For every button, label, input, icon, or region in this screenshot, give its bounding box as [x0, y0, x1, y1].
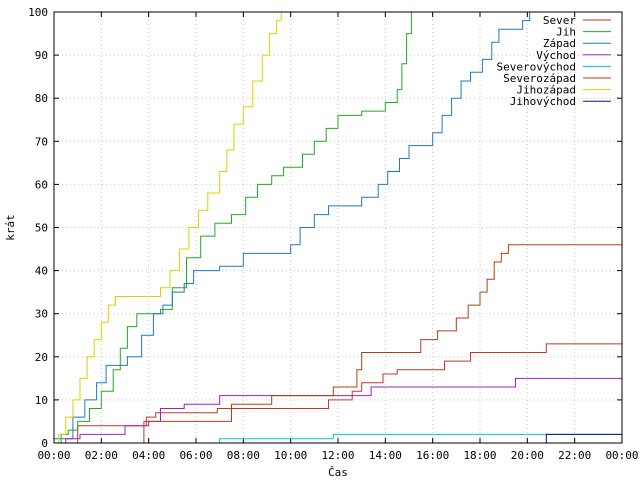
plot-frame	[53, 11, 623, 444]
series-line-Jihozápad	[58, 12, 282, 443]
legend-label: Severozápad	[503, 72, 576, 85]
y-tick-label: 10	[35, 394, 48, 407]
x-tick-label: 16:00	[416, 449, 449, 462]
y-axis-ticks: 0 10 20 30 40 50 60 70 80 90 100	[28, 6, 622, 450]
series-line-Západ	[54, 12, 531, 443]
series-line-Sever	[77, 343, 622, 443]
x-tick-label: 12:00	[321, 449, 354, 462]
x-axis-title: Čas	[328, 466, 348, 479]
series-line-Východ	[65, 377, 622, 443]
y-tick-label: 20	[35, 351, 48, 364]
legend-label: Severovýchod	[497, 60, 576, 73]
x-tick-label: 06:00	[179, 449, 212, 462]
x-tick-label: 04:00	[132, 449, 165, 462]
y-tick-label: 40	[35, 265, 48, 278]
legend-label: Jihovýchod	[510, 95, 576, 108]
y-axis-title: krát	[4, 214, 17, 241]
legend: SeverJihZápadVýchodSeverovýchodSeverozáp…	[497, 14, 611, 108]
x-tick-label: 10:00	[274, 449, 307, 462]
legend-label: Sever	[543, 14, 576, 27]
y-tick-label: 60	[35, 178, 48, 191]
y-tick-label: 90	[35, 49, 48, 62]
legend-label: Jih	[556, 26, 576, 39]
legend-label: Západ	[543, 37, 576, 50]
legend-label: Jihozápad	[516, 84, 576, 97]
y-tick-label: 0	[41, 437, 48, 450]
x-tick-label: 18:00	[463, 449, 496, 462]
y-tick-label: 80	[35, 92, 48, 105]
y-tick-label: 100	[28, 6, 48, 19]
x-tick-label: 00:00	[37, 449, 70, 462]
series-line-Jih	[60, 12, 412, 443]
y-tick-label: 30	[35, 308, 48, 321]
x-tick-label: 14:00	[369, 449, 402, 462]
x-tick-label: 22:00	[558, 449, 591, 462]
series-layer	[54, 12, 622, 443]
series-line-Severozápad	[143, 244, 622, 443]
x-tick-label: 08:00	[227, 449, 260, 462]
y-tick-label: 70	[35, 135, 48, 148]
series-line-Jihovýchod	[545, 433, 622, 443]
series-line-Severovýchod	[219, 433, 622, 443]
legend-label: Východ	[536, 49, 576, 62]
x-tick-label: 00:00	[605, 449, 638, 462]
x-tick-label: 20:00	[511, 449, 544, 462]
y-tick-label: 50	[35, 222, 48, 235]
x-axis-ticks: 00:00 02:00 04:00 06:00 08:00 10:00 12:00 14:00…	[37, 12, 639, 462]
x-tick-label: 02:00	[85, 449, 118, 462]
